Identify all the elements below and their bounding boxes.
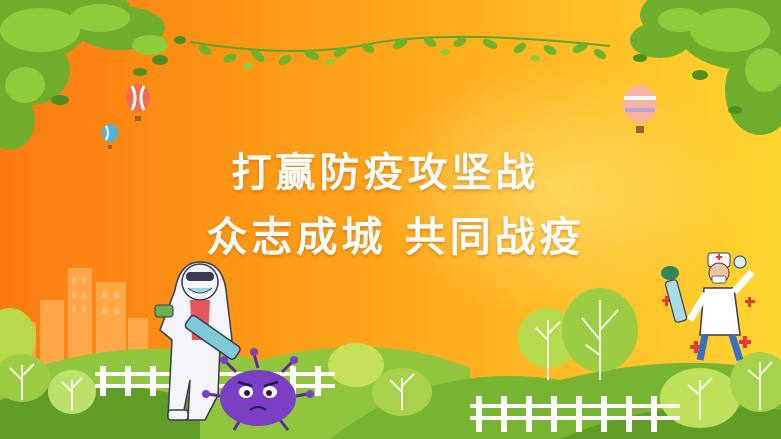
- balloon-left-large: [126, 84, 150, 121]
- headline-line-1: 打赢防疫攻坚战: [231, 150, 540, 196]
- balloon-right: [623, 85, 657, 133]
- headline-line-2: 众志成城 共同战疫: [206, 213, 585, 261]
- balloon-left-small: [102, 124, 118, 149]
- background-glow: [380, 60, 740, 320]
